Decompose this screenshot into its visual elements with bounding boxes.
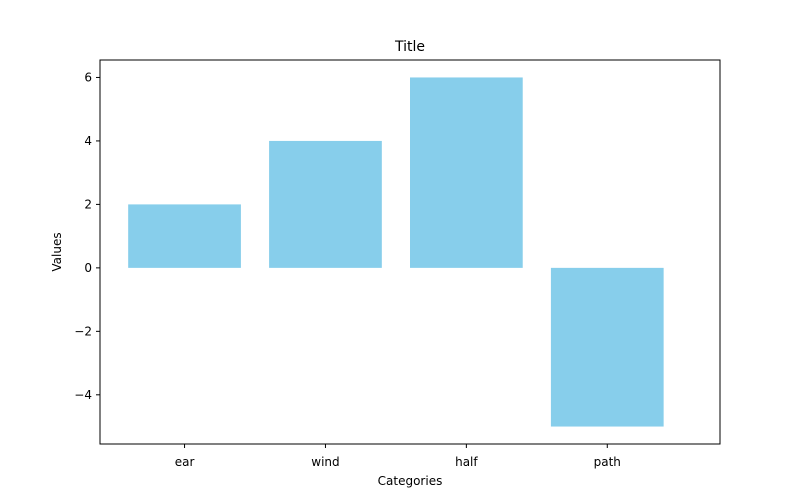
y-axis-label: Values xyxy=(50,232,64,271)
x-tick-label: wind xyxy=(311,455,339,469)
x-axis-ticks: ear wind half path xyxy=(175,444,621,469)
y-tick-label: 2 xyxy=(84,197,92,211)
bar-half xyxy=(410,77,523,268)
axes-frame xyxy=(99,59,721,445)
bar-path xyxy=(550,267,664,427)
y-axis-ticks: −4 −2 0 2 4 6 xyxy=(74,70,100,402)
x-tick-label: half xyxy=(455,455,478,469)
x-axis-label: Categories xyxy=(378,474,443,488)
x-tick-label: ear xyxy=(175,455,195,469)
y-tick-label: 6 xyxy=(84,70,92,84)
chart-title: Title xyxy=(394,39,425,55)
bar-wind xyxy=(269,140,382,268)
y-tick-label: 0 xyxy=(84,261,92,275)
y-tick-label: 4 xyxy=(84,134,92,148)
y-tick-label: −2 xyxy=(74,324,92,338)
bars-layer xyxy=(128,77,664,427)
x-tick-label: path xyxy=(594,455,621,469)
y-tick-label: −4 xyxy=(74,388,92,402)
bar-ear xyxy=(128,204,241,268)
